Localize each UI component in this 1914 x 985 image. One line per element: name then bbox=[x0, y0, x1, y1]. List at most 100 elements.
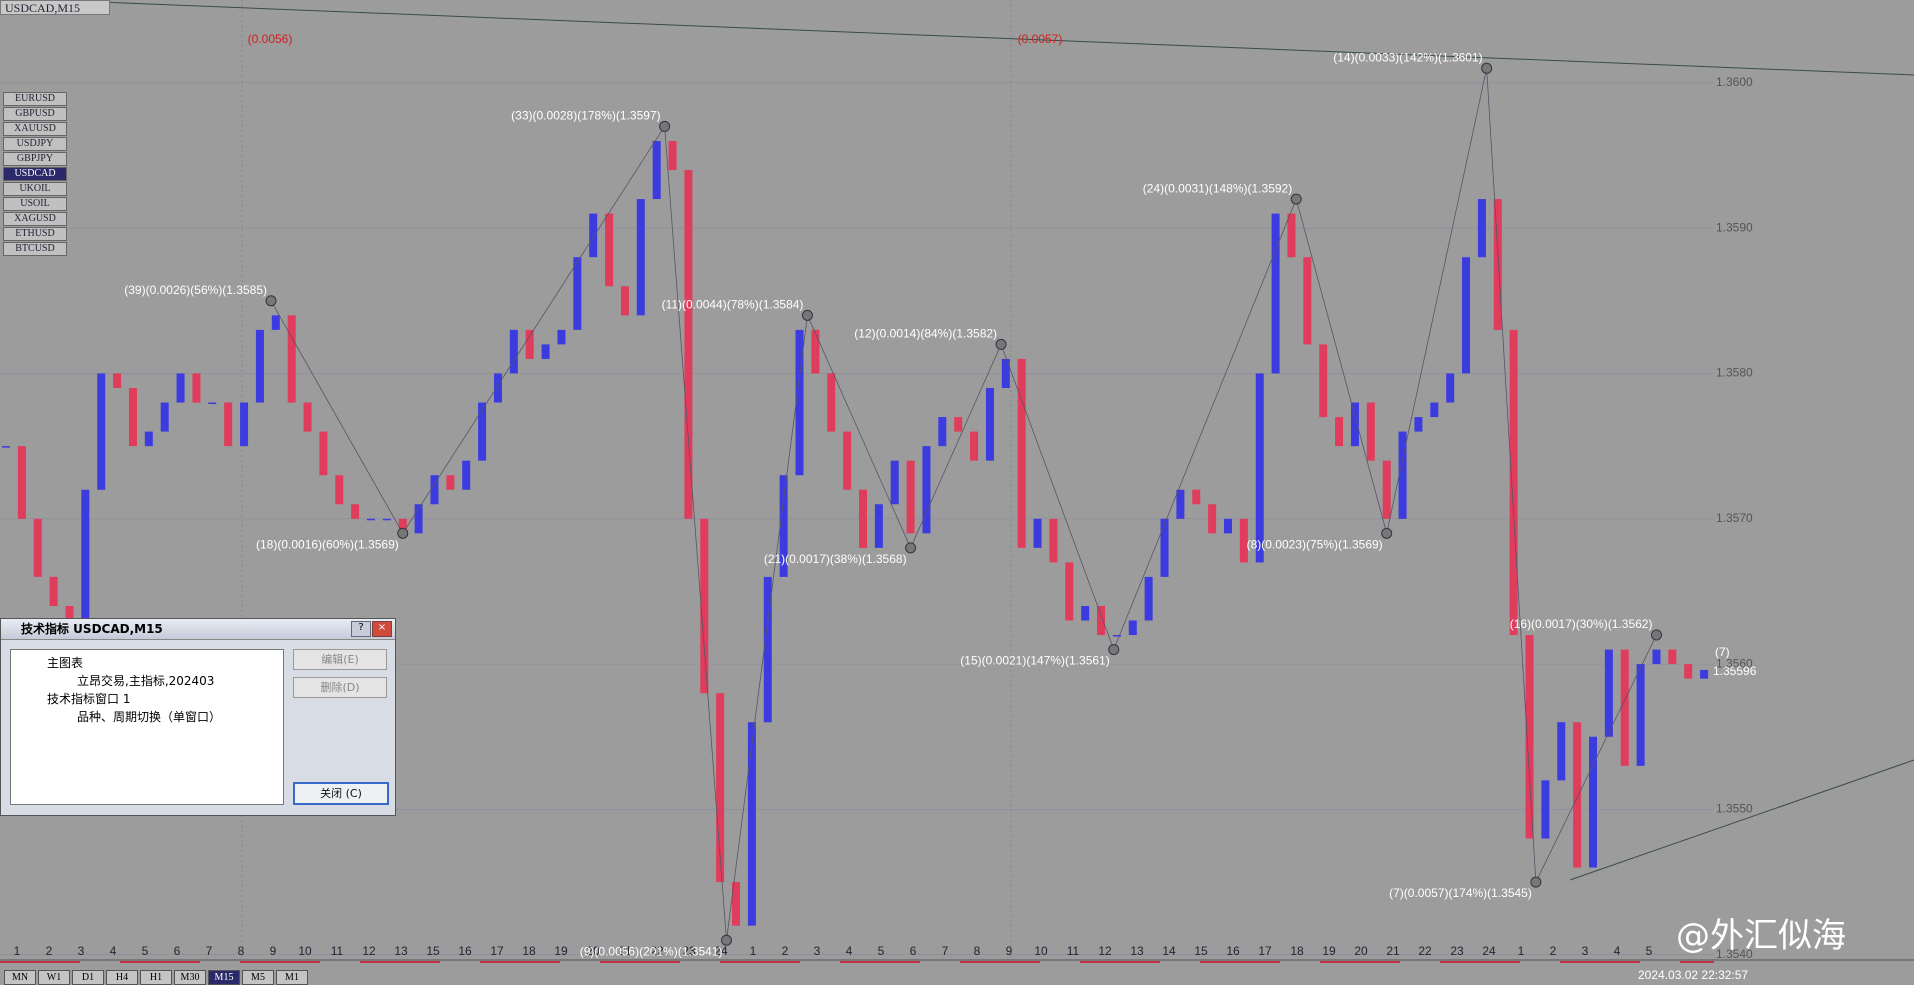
x-tick-label: 15 bbox=[1194, 944, 1208, 958]
candle bbox=[367, 518, 376, 521]
x-tick-label: 22 bbox=[650, 944, 664, 958]
candle bbox=[509, 329, 518, 374]
candle bbox=[382, 518, 391, 521]
candle bbox=[811, 329, 820, 374]
x-tick-label: 24 bbox=[1482, 944, 1496, 958]
candle bbox=[1604, 649, 1613, 737]
window-title: USDCAD,M15 bbox=[0, 0, 110, 15]
dialog-button[interactable]: 关闭 (C) bbox=[293, 782, 389, 805]
candle bbox=[843, 431, 852, 490]
x-tick-label: 4 bbox=[110, 944, 117, 958]
y-tick-label: 1.3560 bbox=[1716, 656, 1753, 670]
timeframe-tab[interactable]: M1 bbox=[276, 970, 308, 985]
candle bbox=[208, 402, 217, 405]
symbol-button[interactable]: ETHUSD bbox=[3, 227, 67, 241]
candle bbox=[636, 199, 645, 316]
pivot bbox=[720, 934, 732, 946]
x-tick-label: 5 bbox=[878, 944, 885, 958]
pivot bbox=[1108, 644, 1120, 656]
dialog-button[interactable]: 编辑(E) bbox=[293, 649, 387, 670]
tree-leaf: 品种、周期切换（单窗口） bbox=[77, 710, 222, 724]
symbol-button[interactable]: BTCUSD bbox=[3, 242, 67, 256]
pivot-label: (12)(0.0014)(84%)(1.3582) bbox=[854, 327, 997, 341]
x-tick-label: 10 bbox=[1034, 944, 1048, 958]
x-tick-label: 9 bbox=[1006, 944, 1013, 958]
candle bbox=[1255, 373, 1264, 563]
x-tick-label: 18 bbox=[522, 944, 536, 958]
candle bbox=[1477, 199, 1486, 258]
candle bbox=[763, 576, 772, 723]
candle bbox=[779, 475, 788, 577]
candle bbox=[1525, 635, 1534, 839]
timeframe-tab[interactable]: M15 bbox=[208, 970, 240, 985]
x-tick-label: 16 bbox=[1226, 944, 1240, 958]
candle bbox=[1446, 373, 1455, 403]
timeframe-tab[interactable]: H1 bbox=[140, 970, 172, 985]
symbol-button[interactable]: GBPJPY bbox=[3, 152, 67, 166]
candle bbox=[493, 373, 502, 403]
y-tick-label: 1.3600 bbox=[1716, 75, 1753, 89]
candle bbox=[1223, 518, 1232, 534]
candle bbox=[414, 504, 423, 534]
close-button[interactable]: × bbox=[372, 621, 392, 637]
x-tick-label: 12 bbox=[1098, 944, 1112, 958]
candle bbox=[525, 329, 534, 359]
symbol-button[interactable]: USOIL bbox=[3, 197, 67, 211]
range-label: (0.0057) bbox=[1018, 32, 1063, 46]
symbol-button[interactable]: UKOIL bbox=[3, 182, 67, 196]
y-tick-label: 1.3590 bbox=[1716, 220, 1753, 234]
candle bbox=[176, 373, 185, 403]
timeframe-tab[interactable]: W1 bbox=[38, 970, 70, 985]
timeframe-tab[interactable]: H4 bbox=[106, 970, 138, 985]
x-tick-label: 18 bbox=[1290, 944, 1304, 958]
pivot-label: (21)(0.0017)(38%)(1.3568) bbox=[764, 552, 907, 566]
candle bbox=[1208, 504, 1217, 534]
symbol-button[interactable]: EURUSD bbox=[3, 92, 67, 106]
x-tick-label: 2 bbox=[46, 944, 53, 958]
candle bbox=[1382, 460, 1391, 519]
candle bbox=[747, 722, 756, 926]
candle bbox=[874, 504, 883, 548]
indicator-tree: 主图表 立昂交易,主指标,202403 技术指标窗口 1 品种、周期切换（单窗口） bbox=[10, 649, 284, 805]
candle bbox=[49, 576, 58, 606]
x-tick-label: 14 bbox=[1162, 944, 1176, 958]
candle bbox=[1700, 669, 1709, 679]
pivot bbox=[265, 295, 277, 307]
candle bbox=[732, 882, 741, 926]
timeframe-tab[interactable]: M5 bbox=[242, 970, 274, 985]
x-tick-label: 20 bbox=[1354, 944, 1368, 958]
symbol-button[interactable]: XAUUSD bbox=[3, 122, 67, 136]
pivot-label: (7)(0.0057)(174%)(1.3545) bbox=[1389, 886, 1532, 900]
candle bbox=[446, 475, 455, 490]
candle bbox=[700, 518, 709, 694]
symbol-button[interactable]: XAGUSD bbox=[3, 212, 67, 226]
x-tick-label: 12 bbox=[362, 944, 376, 958]
candle bbox=[351, 504, 360, 519]
x-tick-label: 19 bbox=[1322, 944, 1336, 958]
pivot bbox=[801, 309, 813, 321]
candle bbox=[224, 402, 233, 447]
x-tick-label: 3 bbox=[814, 944, 821, 958]
dialog-button[interactable]: 删除(D) bbox=[293, 677, 387, 698]
x-tick-label: 7 bbox=[206, 944, 213, 958]
x-tick-label: 9 bbox=[270, 944, 277, 958]
candle bbox=[970, 431, 979, 461]
x-tick-label: 3 bbox=[78, 944, 85, 958]
x-tick-label: 2 bbox=[1550, 944, 1557, 958]
timeframe-tab[interactable]: MN bbox=[4, 970, 36, 985]
candle bbox=[1620, 649, 1629, 766]
symbol-button[interactable]: GBPUSD bbox=[3, 107, 67, 121]
help-button[interactable]: ? bbox=[351, 621, 371, 637]
x-tick-label: 10 bbox=[298, 944, 312, 958]
y-tick-label: 1.3550 bbox=[1716, 802, 1753, 816]
timeframe-tab[interactable]: D1 bbox=[72, 970, 104, 985]
x-tick-label: 20 bbox=[586, 944, 600, 958]
x-tick-label: 1 bbox=[14, 944, 21, 958]
candle bbox=[605, 213, 614, 287]
symbol-button[interactable]: USDCAD bbox=[3, 167, 67, 181]
candle bbox=[81, 489, 90, 636]
timeframe-tab[interactable]: M30 bbox=[174, 970, 206, 985]
indicator-dialog: 技术指标 USDCAD,M15 ? × 主图表 立昂交易,主指标,202403 技术… bbox=[0, 618, 396, 816]
symbol-button[interactable]: USDJPY bbox=[3, 137, 67, 151]
